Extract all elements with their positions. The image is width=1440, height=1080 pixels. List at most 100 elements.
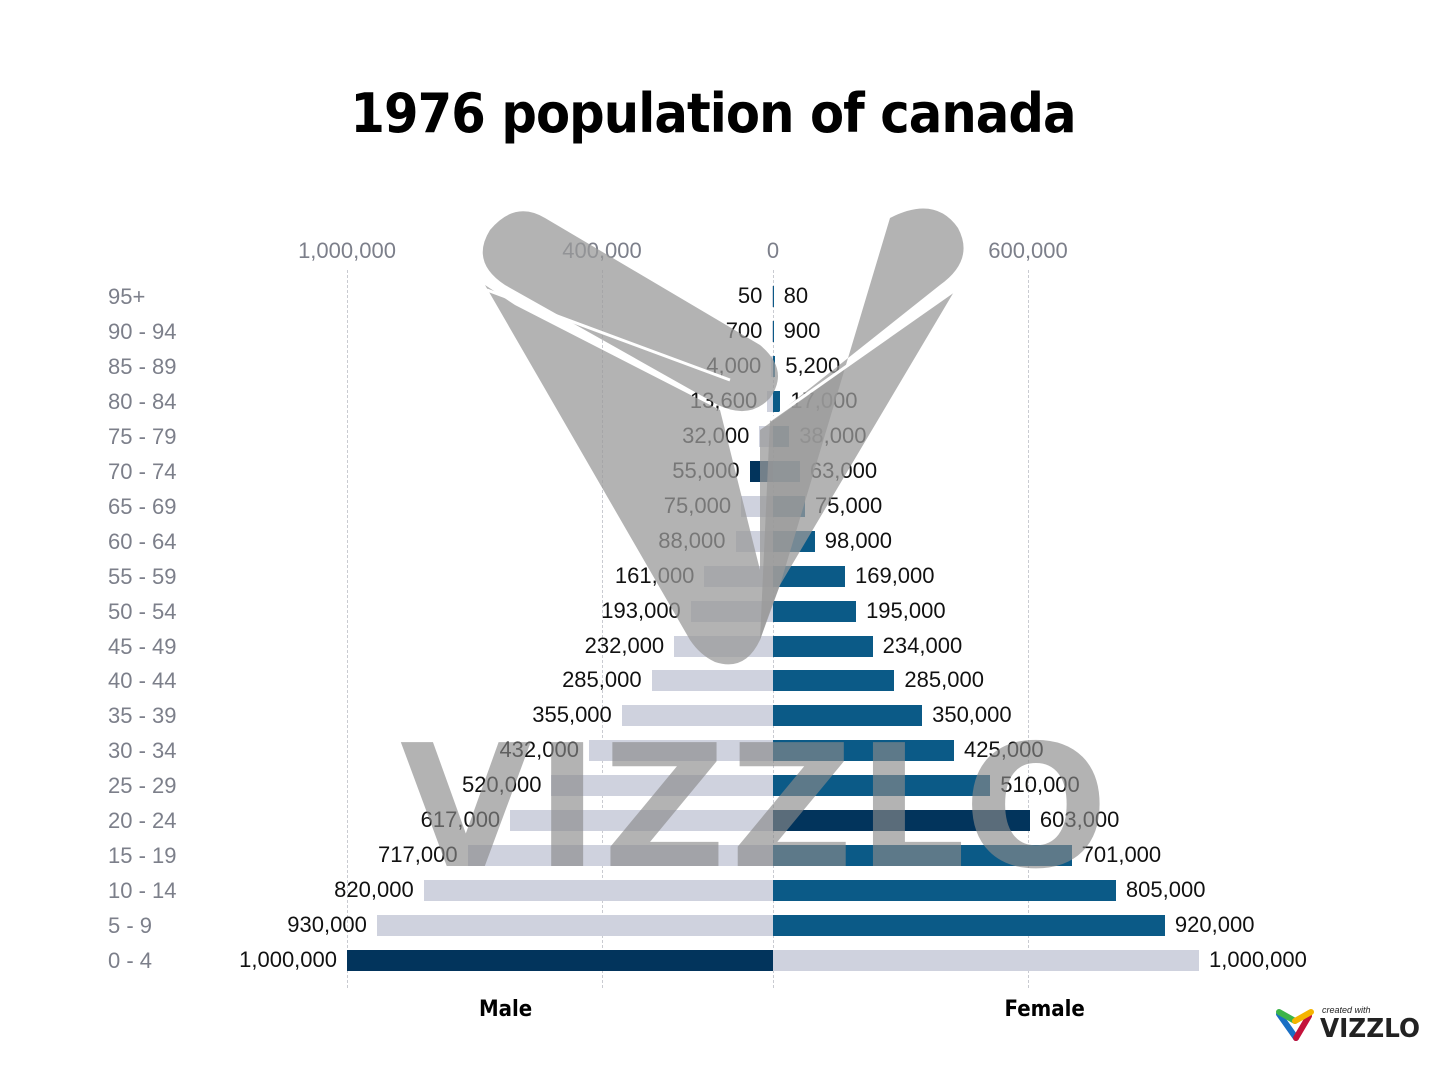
male-bar[interactable] (749, 460, 773, 482)
male-value-label: 717,000 (378, 842, 458, 868)
female-value-label: 510,000 (1000, 772, 1080, 798)
female-value-label: 63,000 (809, 457, 878, 483)
male-value-label: 355,000 (532, 702, 612, 728)
female-value-label: 80 (783, 283, 809, 308)
female-value-label: 169,000 (854, 562, 935, 588)
axis-tick-label: 1,000,000 (298, 238, 396, 263)
table-row: 25 - 29 520,000 510,000 (0, 771, 1440, 806)
age-group-label: 45 - 49 (108, 633, 177, 659)
female-bar[interactable] (773, 286, 774, 307)
female-bar[interactable] (773, 810, 1030, 832)
male-bar[interactable] (347, 950, 773, 972)
male-value-label: 193,000 (601, 597, 681, 623)
female-bar[interactable] (773, 845, 1072, 867)
female-bar[interactable] (773, 880, 1116, 902)
age-group-label: 95+ (108, 284, 146, 309)
female-bar[interactable] (773, 705, 923, 727)
female-value-label: 1,000,000 (1209, 947, 1307, 973)
table-row: 40 - 44 285,000 285,000 (0, 666, 1440, 701)
female-bar[interactable] (773, 950, 1199, 972)
male-bar[interactable] (588, 740, 773, 762)
age-group-label: 40 - 44 (108, 668, 177, 694)
gridline (1028, 270, 1029, 988)
brand-name: VIZZLO (1320, 1014, 1420, 1044)
age-group-label: 70 - 74 (108, 458, 177, 484)
age-group-label: 10 - 14 (108, 878, 177, 904)
table-row: 95+ 50 80 (0, 282, 1440, 317)
table-row: 30 - 34 432,000 425,000 (0, 736, 1440, 771)
legend-male: Male (478, 997, 533, 1022)
female-bar[interactable] (773, 460, 800, 482)
table-row: 50 - 54 193,000 195,000 (0, 597, 1440, 632)
age-group-label: 5 - 9 (108, 913, 153, 939)
female-value-label: 17,000 (790, 387, 858, 413)
male-value-label: 1,000,000 (239, 947, 337, 973)
age-group-label: 65 - 69 (108, 493, 177, 519)
age-group-label: 85 - 89 (108, 353, 177, 379)
female-bar[interactable] (773, 530, 815, 552)
female-value-label: 425,000 (964, 737, 1044, 763)
male-value-label: 13,600 (689, 387, 758, 413)
table-row: 65 - 69 75,000 75,000 (0, 492, 1440, 527)
male-bar[interactable] (759, 425, 773, 447)
male-value-label: 161,000 (614, 562, 695, 588)
table-row: 45 - 49 232,000 234,000 (0, 632, 1440, 667)
female-value-label: 98,000 (824, 527, 893, 553)
female-bar[interactable] (773, 740, 955, 762)
age-group-label: 90 - 94 (108, 318, 177, 344)
age-group-label: 30 - 34 (108, 738, 177, 764)
female-bar[interactable] (773, 425, 790, 447)
male-bar[interactable] (674, 635, 773, 657)
male-value-label: 32,000 (682, 422, 750, 448)
male-value-label: 432,000 (499, 737, 579, 763)
male-bar[interactable] (376, 915, 773, 937)
created-with-label: created with (1322, 1005, 1371, 1015)
female-value-label: 75,000 (814, 492, 883, 518)
male-bar[interactable] (510, 810, 773, 832)
female-bar[interactable] (773, 635, 873, 657)
male-bar[interactable] (551, 775, 773, 797)
male-bar[interactable] (423, 880, 773, 902)
female-value-label: 920,000 (1174, 912, 1255, 938)
male-value-label: 820,000 (334, 877, 414, 903)
male-bar[interactable] (735, 530, 773, 552)
table-row: 15 - 19 717,000 701,000 (0, 841, 1440, 876)
female-bar[interactable] (773, 600, 857, 622)
female-value-label: 900 (783, 317, 821, 343)
female-value-label: 5,200 (785, 352, 841, 378)
axis-tick-label: 400,000 (562, 238, 642, 263)
female-bar[interactable] (773, 320, 774, 342)
female-bar[interactable] (773, 670, 895, 692)
male-bar[interactable] (704, 565, 773, 587)
male-bar[interactable] (741, 495, 773, 517)
chart-title: 1976 population of canada (350, 82, 1076, 145)
female-value-label: 38,000 (799, 422, 867, 448)
female-value-label: 350,000 (932, 702, 1012, 728)
female-bar[interactable] (773, 355, 776, 377)
female-value-label: 805,000 (1125, 877, 1206, 903)
axis-tick-label: 0 (766, 238, 780, 263)
table-row: 80 - 84 13,600 17,000 (0, 387, 1440, 422)
female-bar[interactable] (773, 390, 781, 412)
age-group-label: 25 - 29 (108, 773, 177, 799)
age-group-label: 0 - 4 (108, 948, 153, 974)
male-bar[interactable] (621, 705, 773, 727)
table-row: 90 - 94 700 900 (0, 317, 1440, 352)
table-row: 75 - 79 32,000 38,000 (0, 422, 1440, 457)
male-bar[interactable] (467, 845, 773, 867)
vizzlo-logo-icon (1276, 1009, 1314, 1041)
age-group-label: 80 - 84 (108, 388, 177, 414)
table-row: 60 - 64 88,000 98,000 (0, 527, 1440, 562)
male-bar[interactable] (690, 600, 773, 622)
age-group-label: 15 - 19 (108, 843, 177, 869)
female-bar[interactable] (773, 495, 805, 517)
male-value-label: 930,000 (287, 912, 367, 938)
male-value-label: 75,000 (663, 492, 732, 518)
male-bar[interactable] (651, 670, 773, 692)
female-bar[interactable] (773, 915, 1165, 937)
female-bar[interactable] (773, 775, 991, 797)
table-row: 70 - 74 55,000 63,000 (0, 457, 1440, 492)
female-value-label: 195,000 (866, 597, 946, 623)
female-bar[interactable] (773, 565, 845, 587)
vizzlo-brand[interactable]: created with VIZZLO (1276, 1004, 1426, 1044)
